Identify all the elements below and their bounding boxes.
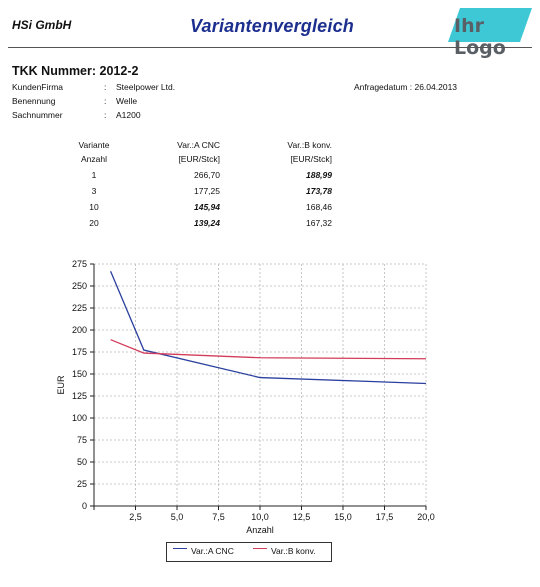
y-tick-label: 25 xyxy=(77,479,87,489)
table-cell-anzahl: 3 xyxy=(91,186,97,196)
price-chart: 0 25 50 75 100 125 150 175 200 225 250 275 2,5 5,0 7,5… xyxy=(40,254,500,564)
logo-text: Ihr Logo xyxy=(454,15,506,59)
document-title: Variantenvergleich xyxy=(190,16,355,36)
y-tick-label: 150 xyxy=(72,369,87,379)
info-colon: : xyxy=(104,82,107,92)
table-cell-anzahl: 10 xyxy=(89,202,99,212)
logo-shape xyxy=(448,8,532,42)
y-tick-label: 200 xyxy=(72,325,87,335)
table-cell-var-a: 139,24 xyxy=(194,218,220,228)
info-value: Steelpower Ltd. xyxy=(116,82,176,92)
legend-label-var-a: Var.:A CNC xyxy=(191,546,234,556)
company-logo: Ihr Logo xyxy=(448,6,532,59)
y-tick-label: 75 xyxy=(77,435,87,445)
table-subheader: [EUR/Stck] xyxy=(290,154,332,164)
y-tick-label: 275 xyxy=(72,259,87,269)
series-line-var-b xyxy=(110,339,427,360)
x-tick-label: 7,5 xyxy=(212,512,225,522)
y-tick-label: 50 xyxy=(77,457,87,467)
info-label: Sachnummer xyxy=(12,110,63,120)
x-tick-label: 10,0 xyxy=(251,512,269,522)
table-cell-var-a: 266,70 xyxy=(194,170,220,180)
y-axis-title: EUR xyxy=(56,375,66,395)
table-header: Var.:B konv. xyxy=(287,140,332,150)
header-divider xyxy=(8,47,532,48)
table-cell-var-b: 167,32 xyxy=(306,218,332,228)
table-header: Variante xyxy=(78,140,110,150)
info-value: Welle xyxy=(116,96,138,106)
info-value: A1200 xyxy=(116,110,141,120)
table-subheader: Anzahl xyxy=(81,154,107,164)
table-cell-var-a: 177,25 xyxy=(194,186,220,196)
x-tick-label: 20,0 xyxy=(417,512,435,522)
y-tick-label: 100 xyxy=(72,413,87,423)
tkk-number: TKK Nummer: 2012-2 xyxy=(12,64,139,78)
y-tick-label: 225 xyxy=(72,303,87,313)
x-axis-title: Anzahl xyxy=(246,525,274,535)
table-cell-anzahl: 20 xyxy=(89,218,99,228)
table-header: Var.:A CNC xyxy=(177,140,220,150)
legend-label-var-b: Var.:B konv. xyxy=(271,546,316,556)
legend-swatch-var-b xyxy=(253,548,267,549)
table-subheader: [EUR/Stck] xyxy=(178,154,220,164)
table-cell-var-b: 168,46 xyxy=(306,202,332,212)
request-date: Anfragedatum : 26.04.2013 xyxy=(354,82,458,92)
info-colon: : xyxy=(104,110,107,120)
table-cell-var-b: 173,78 xyxy=(306,186,332,196)
table-cell-var-a: 145,94 xyxy=(194,202,220,212)
x-tick-label: 5,0 xyxy=(171,512,184,522)
series-line-var-a xyxy=(110,271,427,385)
x-tick-label: 17,5 xyxy=(376,512,394,522)
y-tick-label: 250 xyxy=(72,281,87,291)
y-tick-label: 0 xyxy=(82,501,87,511)
y-tick-label: 175 xyxy=(72,347,87,357)
table-cell-anzahl: 1 xyxy=(91,170,97,180)
y-tick-label: 125 xyxy=(72,391,87,401)
x-tick-label: 2,5 xyxy=(129,512,142,522)
info-colon: : xyxy=(104,96,107,106)
x-tick-label: 15,0 xyxy=(334,512,352,522)
table-cell-var-b: 188,99 xyxy=(306,170,332,180)
info-label: Benennung xyxy=(12,96,56,106)
info-label: KundenFirma xyxy=(12,82,64,92)
company-name: HSi GmbH xyxy=(12,18,72,32)
legend-swatch-var-a xyxy=(173,548,187,549)
x-tick-label: 12,5 xyxy=(293,512,311,522)
chart-legend: Var.:A CNC Var.:B konv. xyxy=(166,542,332,562)
chart-canvas: 0 25 50 75 100 125 150 175 200 225 250 275 2,5 5,0 7,5… xyxy=(56,259,435,535)
